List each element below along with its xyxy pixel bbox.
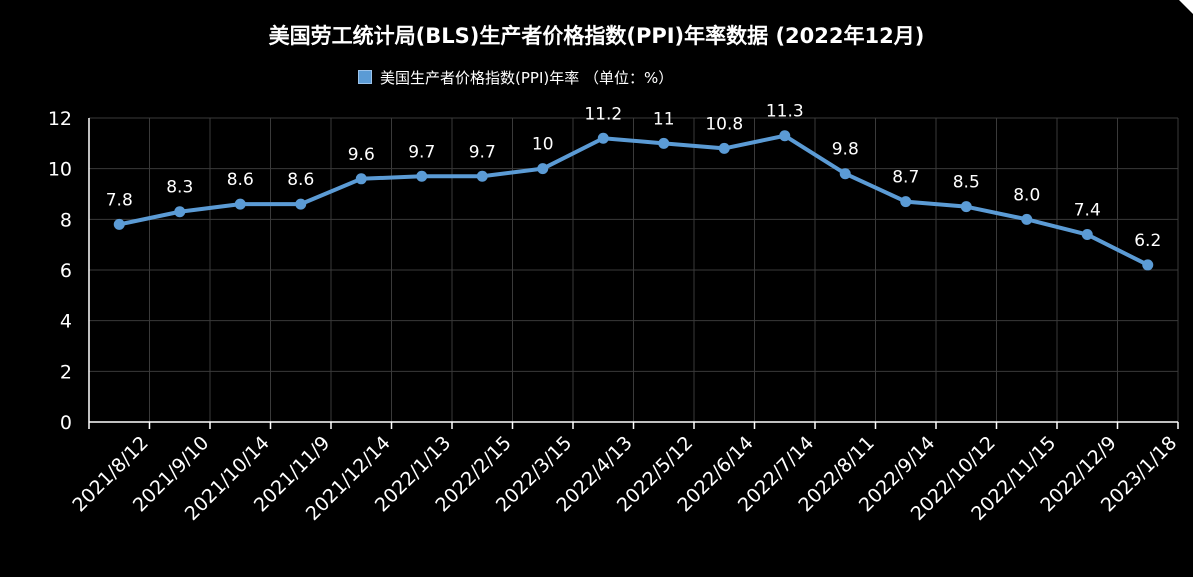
- y-tick-label: 2: [60, 361, 72, 383]
- data-label: 9.6: [348, 145, 375, 165]
- data-point: [779, 130, 791, 142]
- legend-swatch: [358, 70, 372, 84]
- data-label-layer: 7.8 8.3 8.6 8.6 9.6 9.7 9.7 10 11.2 11 10.8 11.3 9.8…: [106, 102, 1162, 251]
- data-point: [476, 170, 488, 182]
- data-point: [113, 218, 125, 230]
- data-label: 9.8: [832, 140, 859, 160]
- data-point: [1021, 213, 1033, 225]
- data-label: 6.2: [1134, 231, 1161, 251]
- series-layer: [113, 130, 1154, 271]
- data-label: 7.8: [106, 190, 133, 210]
- legend-label: 美国生产者价格指数(PPI)年率 （单位：%）: [380, 68, 674, 87]
- data-point: [416, 170, 428, 182]
- chart-title: 美国劳工统计局(BLS)生产者价格指数(PPI)年率数据 (2022年12月): [268, 24, 925, 48]
- data-point: [658, 137, 670, 149]
- data-label: 11: [653, 109, 675, 129]
- data-point: [537, 163, 549, 175]
- data-point: [960, 201, 972, 213]
- legend: 美国生产者价格指数(PPI)年率 （单位：%）: [358, 66, 673, 88]
- data-point: [839, 168, 851, 180]
- corner-marker: [1179, 0, 1193, 14]
- data-point: [1081, 229, 1093, 241]
- data-point: [174, 206, 186, 218]
- data-point: [718, 142, 730, 154]
- data-label: 9.7: [469, 142, 496, 162]
- data-label: 8.6: [287, 170, 314, 190]
- y-tick-label: 6: [60, 260, 72, 282]
- data-label: 8.0: [1013, 185, 1040, 205]
- y-tick-label: 0: [60, 412, 72, 434]
- data-label: 10.8: [705, 114, 743, 134]
- axis-layer: 0246810122021/8/122021/9/102021/10/14202…: [48, 108, 1181, 525]
- data-label: 8.5: [953, 173, 980, 193]
- series-line: [117, 133, 1150, 267]
- data-point: [597, 132, 609, 144]
- data-label: 9.7: [408, 142, 435, 162]
- data-point: [900, 196, 912, 208]
- y-tick-label: 4: [60, 311, 72, 333]
- data-point: [355, 173, 367, 185]
- data-label: 11.3: [766, 102, 804, 122]
- data-point: [295, 198, 307, 210]
- data-label: 8.7: [892, 168, 919, 188]
- data-label: 11.2: [584, 104, 622, 124]
- data-point: [1142, 259, 1154, 271]
- grid-layer: [89, 117, 1179, 422]
- data-label: 7.4: [1074, 201, 1101, 221]
- data-label: 8.3: [166, 178, 193, 198]
- data-label: 10: [532, 135, 554, 155]
- y-tick-label: 8: [60, 209, 72, 231]
- data-label: 8.6: [227, 170, 254, 190]
- data-point: [234, 198, 246, 210]
- y-tick-label: 10: [48, 159, 72, 181]
- y-tick-label: 12: [48, 108, 72, 130]
